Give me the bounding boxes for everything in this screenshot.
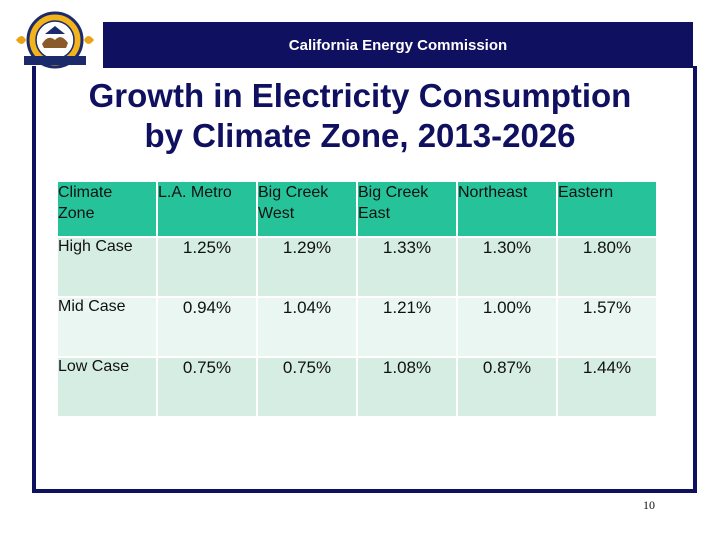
table-cell: 0.75% — [258, 358, 356, 416]
org-title: California Energy Commission — [288, 37, 508, 54]
page-number: 10 — [643, 498, 655, 512]
table-cell: 1.30% — [458, 238, 556, 296]
column-header: L.A. Metro — [158, 182, 256, 236]
table-row: Low Case 0.75% 0.75% 1.08% 0.87% 1.44% — [58, 358, 656, 416]
column-header-climate-zone: Climate Zone — [58, 182, 156, 236]
table-header-row: Climate Zone L.A. Metro Big Creek West B… — [58, 182, 656, 236]
column-header: Eastern — [558, 182, 656, 236]
table-cell: 1.57% — [558, 298, 656, 356]
corner-label-line-1: Climate — [58, 184, 113, 201]
column-header: Big Creek East — [358, 182, 456, 236]
table-row: Mid Case 0.94% 1.04% 1.21% 1.00% 1.57% — [58, 298, 656, 356]
table-cell: 1.00% — [458, 298, 556, 356]
row-label: Mid Case — [58, 298, 156, 356]
column-header-line-2: West — [258, 205, 295, 222]
table-cell: 0.87% — [458, 358, 556, 416]
row-label: Low Case — [58, 358, 156, 416]
table-cell: 1.33% — [358, 238, 456, 296]
growth-table: Climate Zone L.A. Metro Big Creek West B… — [56, 180, 658, 418]
column-header-line-1: Eastern — [558, 184, 614, 201]
table-cell: 1.08% — [358, 358, 456, 416]
table-cell: 1.04% — [258, 298, 356, 356]
column-header: Northeast — [458, 182, 556, 236]
table-cell: 1.80% — [558, 238, 656, 296]
table-cell: 1.25% — [158, 238, 256, 296]
column-header-line-1: Big Creek — [358, 184, 429, 201]
table-cell: 1.21% — [358, 298, 456, 356]
row-label: High Case — [58, 238, 156, 296]
table-cell: 1.44% — [558, 358, 656, 416]
slide-title-line-1: Growth in Electricity Consumption — [88, 77, 632, 114]
column-header-line-2: East — [358, 205, 391, 222]
content-frame — [32, 66, 697, 493]
table-row: High Case 1.25% 1.29% 1.33% 1.30% 1.80% — [58, 238, 656, 296]
corner-label-line-2: Zone — [58, 205, 95, 222]
column-header-line-1: Northeast — [458, 184, 528, 201]
slide-title-line-2: by Climate Zone, 2013-2026 — [144, 117, 576, 154]
header-band: California Energy Commission — [103, 22, 693, 68]
column-header-line-1: Big Creek — [258, 184, 329, 201]
column-header: Big Creek West — [258, 182, 356, 236]
slide-title: Growth in Electricity Consumption by Cli… — [40, 76, 680, 156]
table-cell: 0.94% — [158, 298, 256, 356]
table-cell: 1.29% — [258, 238, 356, 296]
table-cell: 0.75% — [158, 358, 256, 416]
column-header-line-1: L.A. Metro — [158, 184, 232, 201]
commission-seal-logo — [16, 11, 94, 69]
